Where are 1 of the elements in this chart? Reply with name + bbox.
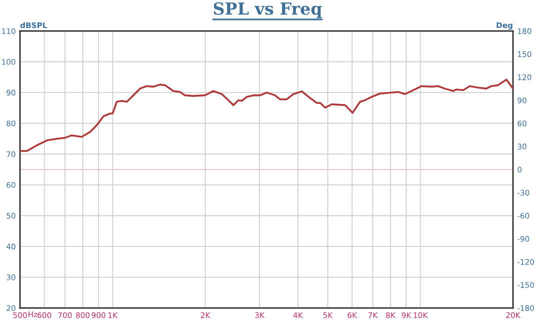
chart-title: SPL vs Freq	[214, 2, 322, 18]
